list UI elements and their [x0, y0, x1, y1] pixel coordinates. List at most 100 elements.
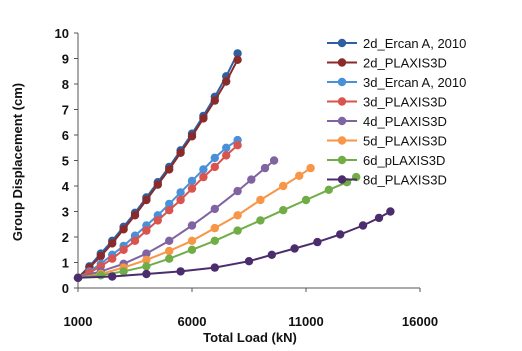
data-point [210, 204, 219, 214]
data-point [153, 216, 162, 225]
data-point [165, 236, 174, 245]
data-point [96, 251, 106, 261]
data-point [165, 199, 174, 209]
data-point [247, 175, 256, 184]
series-layer [73, 49, 395, 282]
data-point [210, 263, 219, 272]
data-point [222, 77, 231, 86]
y-tick-label: 10 [55, 26, 69, 41]
y-tick-label: 7 [62, 103, 69, 118]
data-point [290, 244, 299, 253]
legend-item: 5d_PLAXIS3D [327, 134, 447, 149]
series-8 [73, 207, 395, 282]
data-point [142, 249, 151, 258]
data-point [279, 206, 288, 215]
data-point [119, 245, 128, 254]
data-point [165, 206, 174, 215]
data-point [210, 153, 219, 163]
data-point [165, 165, 174, 174]
data-point [233, 49, 242, 58]
data-point [374, 213, 384, 223]
data-point [358, 221, 368, 230]
data-point [324, 185, 333, 194]
data-point [119, 225, 128, 234]
data-point [108, 254, 117, 263]
data-point [199, 114, 208, 123]
legend-item: 3d_Ercan A, 2010 [327, 75, 466, 90]
data-point [210, 236, 219, 245]
data-point [73, 273, 83, 282]
data-point [210, 162, 219, 172]
legend-swatch-marker [337, 38, 347, 48]
legend-swatch-marker [337, 136, 347, 145]
legend: 2d_Ercan A, 2010 2d_PLAXIS3D 3d_Ercan A, 2… [327, 36, 466, 188]
data-point [153, 180, 162, 189]
data-point [108, 272, 117, 281]
data-point [233, 186, 242, 196]
data-point [187, 132, 197, 141]
legend-label: 8d_PLAXIS3D [363, 173, 447, 188]
legend-item: 4d_PLAXIS3D [327, 114, 447, 129]
legend-item: 8d_PLAXIS3D [327, 173, 447, 188]
data-point [142, 226, 151, 235]
data-point [130, 236, 140, 245]
data-point [96, 271, 106, 280]
data-point [187, 176, 197, 186]
data-point [142, 195, 151, 205]
data-point [336, 230, 345, 239]
data-point [187, 245, 197, 254]
data-point [142, 255, 151, 265]
series-line [77, 159, 275, 279]
data-point [269, 156, 279, 165]
data-point [267, 250, 276, 259]
data-point [142, 262, 151, 271]
legend-label: 4d_PLAXIS3D [363, 114, 447, 129]
y-tick-label: 9 [62, 52, 69, 67]
data-point [165, 246, 174, 256]
legend-item: 3d_PLAXIS3D [327, 95, 447, 110]
y-tick-label: 2 [62, 230, 69, 245]
data-point [256, 216, 265, 225]
y-tick-label: 4 [62, 179, 70, 194]
data-point [313, 237, 322, 247]
x-tick-label: 1000 [64, 314, 93, 329]
data-point [187, 184, 197, 193]
legend-swatch-marker [337, 77, 347, 87]
data-point [176, 188, 185, 197]
legend-label: 3d_Ercan A, 2010 [363, 75, 466, 90]
data-point [386, 207, 395, 216]
data-point [210, 223, 219, 233]
legend-item: 6d_pLAXIS3D [327, 153, 445, 168]
data-point [233, 141, 242, 150]
data-point [165, 254, 174, 263]
legend-swatch-marker [337, 155, 347, 165]
data-point [233, 211, 242, 220]
legend-swatch-marker [337, 116, 347, 126]
data-point [142, 269, 151, 279]
data-point [176, 148, 185, 157]
legend-label: 5d_PLAXIS3D [363, 134, 447, 149]
data-point [301, 195, 311, 205]
data-point [187, 236, 197, 245]
legend-label: 2d_Ercan A, 2010 [363, 36, 466, 51]
data-point [119, 267, 128, 276]
legend-label: 3d_PLAXIS3D [363, 95, 447, 110]
data-point [187, 221, 197, 230]
data-point [199, 165, 208, 174]
legend-label: 6d_pLAXIS3D [363, 153, 445, 168]
data-point [176, 195, 185, 205]
y-tick-label: 3 [62, 205, 69, 220]
legend-item: 2d_Ercan A, 2010 [327, 36, 466, 51]
data-point [210, 96, 219, 105]
y-tick-label: 6 [62, 128, 69, 143]
x-axis-title: Total Load (kN) [203, 330, 297, 345]
y-axis-title: Group Displacement (cm) [10, 83, 25, 241]
series-4 [73, 141, 242, 282]
y-tick-label: 0 [62, 281, 69, 296]
data-point [279, 181, 288, 191]
data-point [130, 211, 140, 220]
legend-swatch-marker [337, 58, 347, 67]
y-tick-label: 5 [62, 154, 69, 169]
legend-item: 2d_PLAXIS3D [327, 56, 447, 71]
